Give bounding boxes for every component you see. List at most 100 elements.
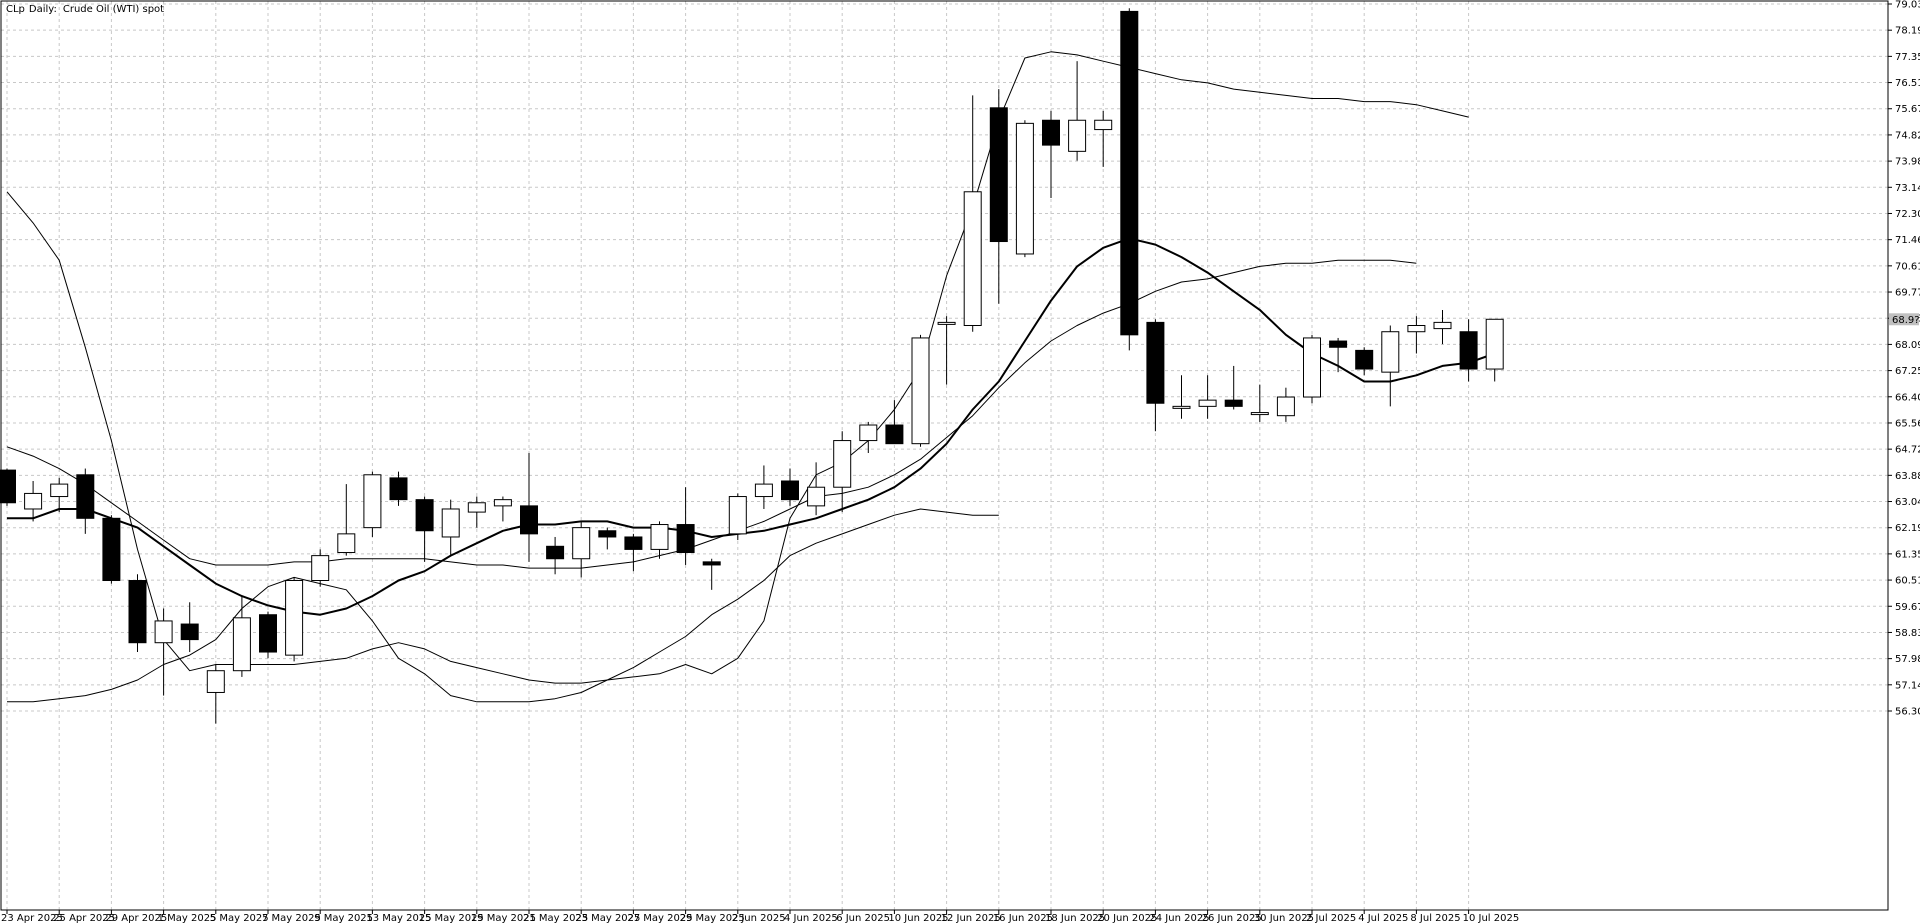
plot-frame (0, 0, 1889, 911)
candle (467, 496, 486, 528)
candle (285, 577, 304, 662)
candle (859, 421, 878, 454)
candle (1198, 375, 1217, 419)
x-tick-label: 25 Apr 2025 (53, 913, 115, 923)
x-tick-label: 6 Jun 2025 (836, 913, 890, 923)
bull-candle-body (1303, 337, 1321, 398)
candle (1407, 316, 1426, 354)
candle (911, 334, 930, 447)
timeframe-label: Daily: (29, 4, 57, 15)
bull-candle-body (363, 474, 382, 529)
bull-candle-body (1068, 119, 1087, 152)
x-tick-label: 30 Jun 2025 (1254, 913, 1314, 923)
symbol-label: CLp (6, 4, 25, 15)
candle (937, 316, 956, 385)
x-tick-label: 27 May 2025 (627, 913, 692, 923)
bull-candle-body (24, 492, 43, 510)
lower-band-line (7, 508, 999, 703)
x-tick-label: 12 Jun 2025 (941, 913, 1001, 923)
bull-candle-body (754, 483, 773, 498)
bear-candle-body (0, 469, 16, 504)
candle (1094, 110, 1113, 167)
candle (1276, 387, 1295, 422)
candle (76, 468, 95, 534)
y-tick-label: 56.304 (1895, 707, 1920, 718)
candle (1172, 375, 1191, 419)
moving-average-line (7, 237, 1496, 616)
y-tick-label: 58.830 (1895, 628, 1920, 639)
x-tick-label: 1 May 2025 (158, 913, 217, 923)
bull-candle-body (1015, 122, 1034, 255)
y-tick-label: 63.882 (1895, 471, 1920, 482)
candle (885, 400, 904, 445)
bear-candle-body (781, 480, 799, 501)
bear-candle-body (598, 530, 617, 538)
bear-candle-body (1042, 119, 1060, 146)
candle (1146, 319, 1165, 432)
y-tick-label: 76.512 (1895, 78, 1920, 89)
y-tick-label: 57.146 (1895, 680, 1920, 691)
y-tick-label: 65.566 (1895, 418, 1920, 429)
price-axis: 79.038 78.196 77.354 76.512 75.670 74.828 73.9… (1888, 0, 1920, 718)
candle (833, 431, 852, 513)
bear-candle-body (1329, 340, 1348, 348)
candle (546, 536, 565, 575)
y-tick-label: 67.250 (1895, 366, 1920, 377)
y-tick-label: 62.198 (1895, 523, 1920, 534)
bear-candle-body (1459, 331, 1478, 370)
chart-title: CLp Daily: Crude Oil (WTI) spot (6, 4, 164, 15)
bull-candle-body (1172, 405, 1191, 409)
bull-candle-body (1276, 396, 1295, 417)
x-tick-label: 15 May 2025 (419, 913, 484, 923)
bear-candle-body (702, 561, 721, 566)
candle (520, 453, 538, 562)
bear-candle-body (989, 107, 1008, 243)
bull-candle-body (572, 527, 591, 560)
bull-candle-body (963, 191, 982, 326)
y-tick-label: 60.514 (1895, 576, 1920, 587)
x-tick-label: 10 Jul 2025 (1463, 913, 1520, 923)
bull-candle-body (206, 670, 225, 693)
y-tick-label: 70.618 (1895, 261, 1920, 272)
bull-candle-body (441, 508, 460, 538)
y-tick-label: 64.724 (1895, 445, 1920, 456)
y-tick-label: 72.302 (1895, 209, 1920, 220)
x-tick-label: 21 May 2025 (523, 913, 588, 923)
candle (1042, 110, 1060, 198)
candle (1015, 120, 1034, 258)
candle (650, 521, 669, 559)
x-tick-label: 18 Jun 2025 (1045, 913, 1105, 923)
candle (1224, 365, 1243, 410)
bull-candle-body (1381, 331, 1400, 373)
bull-candle-body (154, 620, 173, 644)
bear-candle-body (520, 505, 538, 535)
x-tick-label: 23 May 2025 (575, 913, 640, 923)
bull-candle-body (937, 321, 956, 325)
bull-candle-body (911, 337, 930, 445)
candle (676, 487, 695, 565)
candle (754, 465, 773, 509)
bear-candle-body (389, 477, 408, 501)
bull-candle-body (1407, 324, 1426, 333)
bull-candle-body (728, 496, 747, 535)
candle (1355, 347, 1374, 376)
bear-candle-body (1120, 10, 1139, 336)
bear-candle-body (624, 536, 643, 550)
x-tick-label: 20 Jun 2025 (1097, 913, 1157, 923)
candle (363, 471, 382, 537)
bull-candle-body (1485, 318, 1504, 370)
candle (102, 515, 121, 584)
y-tick-label: 69.776 (1895, 288, 1920, 299)
candle (1250, 384, 1269, 422)
x-tick-label: 9 May 2025 (314, 913, 373, 923)
current-price-tag: 68.9?? (1889, 313, 1920, 326)
bull-candle-body (807, 486, 826, 507)
y-tick-label: 68.092 (1895, 340, 1920, 351)
y-tick-label: 57.988 (1895, 654, 1920, 665)
y-tick-label: 77.354 (1895, 52, 1920, 63)
bull-candle-body (1198, 399, 1217, 407)
y-tick-label: 66.408 (1895, 392, 1920, 403)
x-tick-label: 13 May 2025 (366, 913, 431, 923)
